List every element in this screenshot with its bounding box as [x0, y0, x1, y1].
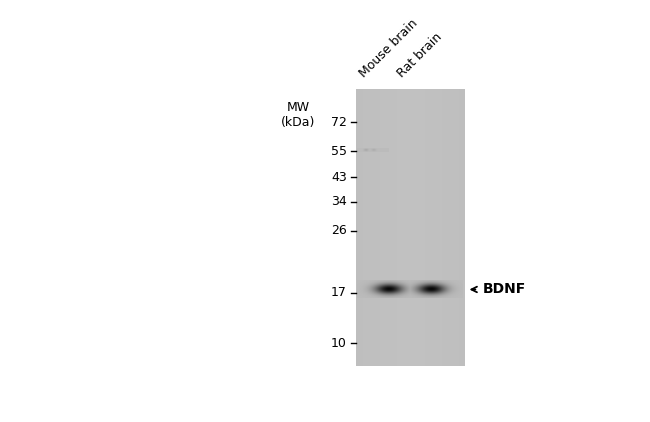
Text: 10: 10 [331, 337, 346, 349]
Text: 43: 43 [331, 171, 346, 184]
Text: 34: 34 [331, 195, 346, 208]
Text: 55: 55 [331, 145, 346, 158]
Text: 72: 72 [331, 116, 346, 129]
Text: BDNF: BDNF [483, 282, 526, 297]
Text: MW
(kDa): MW (kDa) [281, 101, 315, 129]
Text: 17: 17 [331, 286, 346, 299]
Text: Rat brain: Rat brain [395, 30, 444, 80]
Text: 26: 26 [331, 225, 346, 238]
Text: Mouse brain: Mouse brain [357, 16, 420, 80]
